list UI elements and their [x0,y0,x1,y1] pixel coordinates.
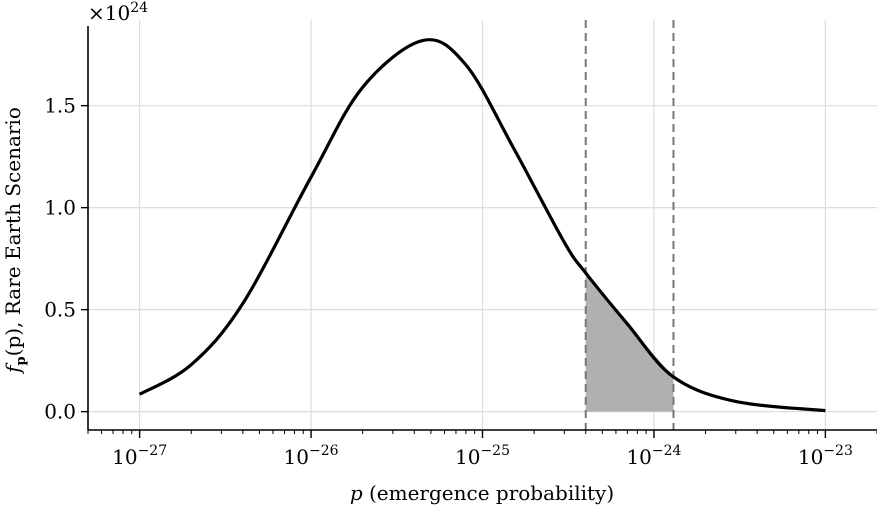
shaded-region [585,272,674,412]
x-axis-var: p [350,481,363,505]
y-multiplier-prefix: ×10 [88,1,130,25]
x-tick-label-3: 10−24 [626,443,681,469]
vertical-lines-layer [584,20,675,430]
y-tick-label-1: 0.5 [44,298,76,322]
grid [88,20,877,430]
x-tick-label-1: 10−26 [284,443,339,469]
y-ticks: 0.0 0.5 1.0 1.5 [44,94,88,424]
x-ticks: 10−27 10−26 10−25 10−24 10−23 [87,430,877,469]
y-axis-arg: (p) [1,328,25,356]
y-axis-title: fp(p), Rare Earth Scenario [1,107,29,375]
y-axis-rest: , Rare Earth Scenario [1,107,25,328]
y-multiplier-exp: 24 [130,0,148,16]
series-layer [138,38,826,413]
y-tick-label-3: 1.5 [44,94,76,118]
x-tick-label-0: 10−27 [112,443,167,469]
y-multiplier: ×1024 [88,0,148,25]
y-axis-sub: p [14,356,29,365]
x-tick-label-4: 10−23 [798,443,853,469]
shaded-region-layer [585,272,674,412]
x-tick-label-2: 10−25 [455,443,510,469]
x-axis-rest: (emergence probability) [363,481,615,505]
series-line [138,38,826,413]
y-tick-label-0: 0.0 [44,400,76,424]
y-tick-label-2: 1.0 [44,196,76,220]
x-axis-title: p (emergence probability) [350,481,614,505]
